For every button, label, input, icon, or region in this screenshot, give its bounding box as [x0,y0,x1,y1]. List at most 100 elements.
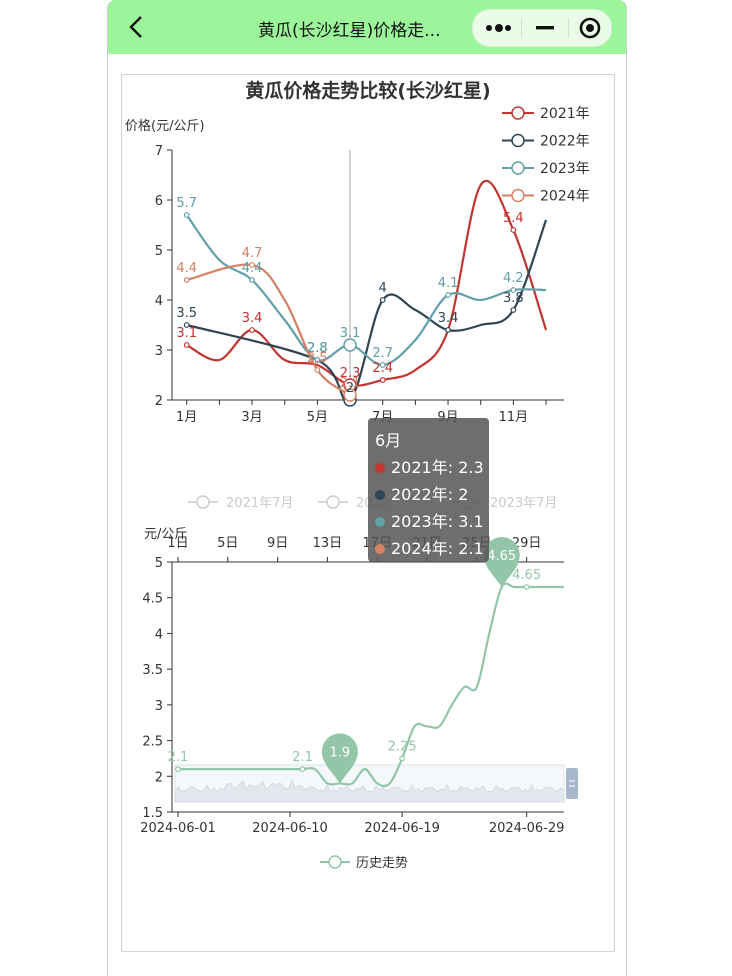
data-label: 3.1 [176,326,197,341]
more-button[interactable] [475,10,520,46]
data-point [523,584,530,590]
minus-icon [536,26,554,30]
legend-item-2023年[interactable]: 2023年 [502,161,590,177]
data-point [183,322,190,328]
data-label: 2.3 [340,366,361,381]
data-point [379,377,386,383]
data-point [314,367,321,373]
series-line-2024年 [186,263,351,396]
data-label: 4.7 [242,246,263,261]
capsule-divider [521,18,522,38]
tooltip-row-text: 2021年: 2.3 [391,458,484,477]
legend-label: 2022年 [540,134,590,150]
tooltip-title: 6月 [375,431,402,450]
data-point [183,212,190,218]
data-point [379,362,386,368]
legend-marker [511,188,525,203]
tooltip-series-dot [375,544,385,554]
tooltip-series-dot [375,463,385,473]
back-button[interactable] [122,12,152,42]
data-point [510,227,517,233]
data-label: 2.4 [372,361,393,376]
tooltip-row-text: 2023年: 3.1 [391,512,484,531]
legend-item-2024年[interactable]: 2024年 [502,189,590,205]
data-label: 2.1 [168,750,189,765]
data-point [183,277,190,283]
y-tick-label: 3.5 [142,663,163,678]
legend-marker [326,495,340,509]
legend-item-faded[interactable]: 2021年7月 [188,495,293,511]
zoom-handle[interactable] [566,768,578,799]
mark-point-pin: 1.9 [321,733,358,784]
data-point [399,755,406,762]
data-label: 4.1 [438,276,459,291]
zoom-data-shadow [174,778,565,803]
data-label: 2.8 [307,341,328,356]
y-tick-label: 2 [155,770,163,785]
top-x-tick-label: 1日 [167,536,188,551]
bottom-x-tick-label: 2024-06-01 [140,821,216,836]
data-point [314,357,321,363]
y-tick-label: 2 [155,394,163,409]
zoom-handle-rect [566,768,578,799]
top-x-tick-label: 5日 [217,536,238,551]
data-label: 2.25 [388,739,417,754]
data-label: 3.4 [242,311,263,326]
tooltip-row: 2021年: 2.3 [375,454,484,478]
chart-card: 黄瓜价格走势比较(长沙红星) 价格(元/公斤) 2345671月3月5月7月9月… [121,74,615,952]
data-point [445,292,451,298]
data-label: 2.8 [307,341,328,356]
legend-item-2022年[interactable]: 2022年 [502,134,590,150]
data-point [249,262,255,268]
data-point [299,766,306,773]
bottom-x-tick-label: 2024-06-29 [489,821,565,836]
data-label: 4.2 [503,271,524,286]
data-point-emphasis [343,338,357,352]
data-point [510,307,517,313]
page-title: 黄瓜(长沙红星)价格走... [258,21,441,41]
data-label: 2.7 [372,346,393,361]
legend-marker [328,855,342,869]
legend-item-history[interactable]: 历史走势 [320,855,408,871]
chevron-left-icon [129,16,142,38]
bottom-x-tick-label: 2024-06-19 [364,821,440,836]
data-label: 5.4 [503,211,524,226]
data-point [175,766,181,773]
legend-item-2021年[interactable]: 2021年 [502,106,590,122]
mark-point-pin: 4.65 [483,537,520,587]
legend-marker [196,495,210,509]
pin-value: 4.65 [487,549,516,564]
data-point [445,327,451,333]
minimize-button[interactable] [523,10,568,46]
legend-label: 2023年7月 [490,496,557,511]
data-point [510,287,517,293]
data-label: 3.8 [503,291,524,306]
data-label: 2.5 [307,351,328,366]
history-series-line [178,582,564,787]
series-line-2022年 [186,219,548,403]
more-dots-icon [486,24,511,32]
x-tick-label: 3月 [241,410,262,425]
data-label: 5.7 [176,196,197,211]
legend-label: 2021年7月 [226,496,293,511]
history-trend-chart[interactable]: 元/公斤 1.522.533.544.551日5日9日13日17日21日25日2… [122,515,614,935]
chart-tooltip: 6月 2021年: 2.3 2022年: 2 2023年: 3.1 2024年: 2.… [368,418,489,562]
top-x-tick-label: 13日 [313,536,343,551]
data-point-emphasis [343,388,357,402]
close-button[interactable] [569,10,614,46]
data-zoom-slider[interactable] [174,764,578,803]
capsule-divider [568,18,569,38]
x-tick-label: 5月 [307,410,328,425]
y-tick-label: 3 [155,344,163,359]
tooltip-row-text: 2024年: 2.1 [391,539,484,558]
pin-shape [321,733,358,784]
navigation-bar: 黄瓜(长沙红星)价格走... [108,0,626,54]
data-label: 4.4 [176,261,197,276]
legend-label: 2021年 [540,106,590,122]
bottom-x-tick-label: 2024-06-10 [252,821,328,836]
tooltip-row: 2024年: 2.1 [375,535,484,559]
legend-marker [511,133,525,148]
x-tick-label: 1月 [176,410,197,425]
data-point [249,277,255,283]
legend-label: 历史走势 [356,855,408,871]
